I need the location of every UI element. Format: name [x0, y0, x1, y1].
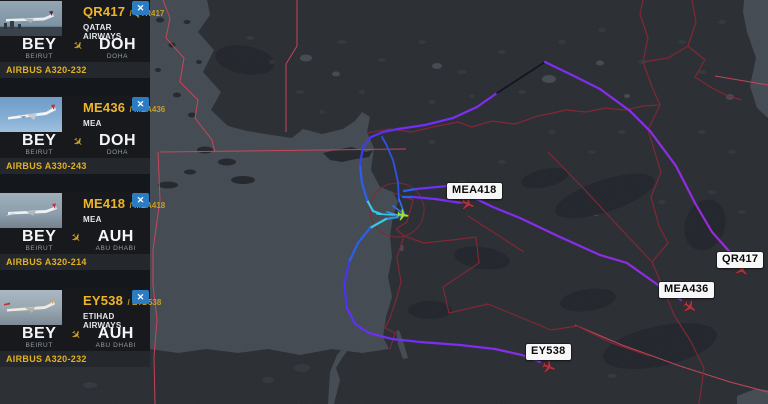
dest-city: DOHA	[106, 149, 129, 156]
origin-code: BEY	[22, 228, 57, 245]
close-icon[interactable]: ✕	[132, 1, 149, 15]
aircraft-type: AIRBUS A320-232	[0, 351, 150, 367]
origin-city: BEIRUT	[25, 342, 53, 349]
airline-name: MEA	[83, 119, 102, 128]
route-row: BEY BEIRUT ✈ AUH ABU DHABI	[0, 228, 150, 254]
aircraft-photo	[0, 290, 62, 325]
aircraft-photo	[0, 193, 62, 228]
origin-code: BEY	[22, 36, 57, 53]
flight-number: QR417	[83, 4, 126, 19]
origin-city: BEIRUT	[25, 53, 53, 60]
route-plane-icon: ✈	[69, 133, 87, 151]
dest-city: DOHA	[106, 53, 129, 60]
flight-card-me436[interactable]: ME436 / MEA436 MEA ✕ BEY BEIRUT ✈ DOH DOHA…	[0, 96, 165, 174]
aircraft-photo	[0, 1, 62, 36]
close-icon[interactable]: ✕	[132, 193, 149, 207]
flight-number: ME418	[83, 196, 126, 211]
dest-code: DOH	[98, 132, 136, 149]
aircraft-type: AIRBUS A320-214	[0, 254, 150, 270]
flight-cards-panel: QR417 / QTR417 QATAR AIRWAYS ✕ BEY BEIRUT…	[0, 0, 165, 367]
route-plane-icon: ✈	[69, 37, 87, 55]
dest-city: ABU DHABI	[95, 245, 136, 252]
flight-card-me418[interactable]: ME418 / MEA418 MEA ✕ BEY BEIRUT ✈ AUH ABU …	[0, 192, 165, 270]
flight-label-mea418[interactable]: MEA418	[447, 183, 502, 199]
flight-label-qr417[interactable]: QR417	[717, 252, 764, 268]
route-plane-icon: ✈	[67, 326, 85, 344]
flight-card-ey538[interactable]: EY538 / ETD538 ETIHAD AIRWAYS ✕ BEYBEIRU…	[0, 289, 161, 367]
route-row: BEY BEIRUT ✈ DOH DOHA	[0, 132, 150, 158]
origin-city: BEIRUT	[25, 149, 53, 156]
dest-city: ABU DHABI	[95, 342, 136, 349]
flight-number: EY538	[83, 293, 124, 308]
origin-city: BEIRUT	[25, 245, 53, 252]
close-icon[interactable]: ✕	[132, 97, 149, 111]
aircraft-type: AIRBUS A320-232	[0, 62, 150, 78]
aircraft-type: AIRBUS A330-243	[0, 158, 150, 174]
route-plane-icon: ✈	[67, 229, 85, 247]
flight-label-mea436[interactable]: MEA436	[659, 282, 714, 298]
close-icon[interactable]: ✕	[132, 290, 149, 304]
airline-name: MEA	[83, 215, 102, 224]
origin-code: BEY	[22, 132, 57, 149]
flight-label-ey538[interactable]: EY538	[526, 344, 571, 360]
airline-name: ETIHAD AIRWAYS	[83, 312, 122, 330]
origin-code: BEY	[22, 325, 57, 342]
flight-card-qr417[interactable]: QR417 / QTR417 QATAR AIRWAYS ✕ BEY BEIRUT…	[0, 0, 164, 78]
dest-code: AUH	[97, 228, 134, 245]
flight-number: ME436	[83, 100, 126, 115]
airline-name: QATAR AIRWAYS	[83, 23, 122, 41]
aircraft-photo	[0, 97, 62, 132]
